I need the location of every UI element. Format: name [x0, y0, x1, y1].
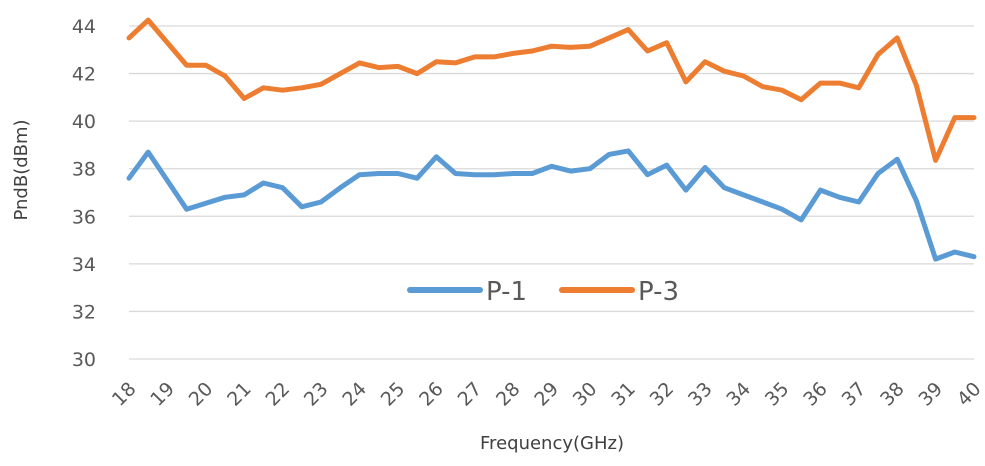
y-tick-label: 34	[72, 254, 96, 276]
y-axis-ticks: 30 32 34 36 38 40 42 44	[72, 16, 96, 371]
x-tick-label: 32	[646, 378, 679, 411]
x-tick-label: 24	[338, 378, 371, 411]
series-lines	[126, 17, 977, 262]
x-tick-label: 18	[108, 378, 141, 411]
x-tick-label: 40	[953, 378, 985, 411]
y-tick-label: 40	[72, 111, 96, 133]
y-tick-label: 32	[72, 301, 96, 323]
legend-label-p1: P-1	[486, 277, 527, 307]
x-tick-label: 28	[492, 378, 525, 411]
x-tick-label: 25	[377, 378, 410, 411]
x-tick-label: 21	[223, 378, 256, 411]
x-tick-label: 31	[607, 378, 640, 411]
gridlines	[129, 25, 974, 360]
x-tick-label: 36	[799, 378, 832, 411]
legend-label-p3: P-3	[638, 277, 679, 307]
y-tick-label: 42	[72, 64, 96, 86]
x-tick-label: 39	[914, 378, 947, 411]
y-tick-label: 44	[72, 16, 96, 38]
series-line-p-3	[126, 17, 977, 163]
x-axis-title: Frequency(GHz)	[480, 433, 624, 454]
y-axis-title: PndB(dBm)	[11, 119, 32, 220]
y-tick-label: 36	[72, 206, 96, 228]
x-tick-label: 26	[415, 378, 448, 411]
y-tick-label: 30	[72, 349, 96, 371]
series-line-p-1	[126, 148, 977, 262]
x-tick-label: 22	[262, 378, 295, 411]
x-tick-label: 37	[838, 378, 871, 411]
x-tick-label: 23	[300, 378, 333, 411]
x-tick-label: 27	[454, 378, 487, 411]
x-tick-label: 38	[876, 378, 909, 411]
x-tick-label: 20	[185, 378, 218, 411]
x-tick-label: 30	[569, 378, 602, 411]
x-tick-label: 35	[761, 378, 794, 411]
x-tick-label: 19	[146, 378, 179, 411]
x-axis-ticks: 18 19 20 21 22 23 24 25 26 27 28 29 30 31 32 33 34 35 36 37…	[108, 378, 985, 411]
x-tick-label: 33	[684, 378, 717, 411]
y-tick-label: 38	[72, 159, 96, 181]
legend: P-1 P-3	[407, 277, 679, 307]
x-tick-label: 34	[722, 378, 755, 411]
x-tick-label: 29	[530, 378, 563, 411]
